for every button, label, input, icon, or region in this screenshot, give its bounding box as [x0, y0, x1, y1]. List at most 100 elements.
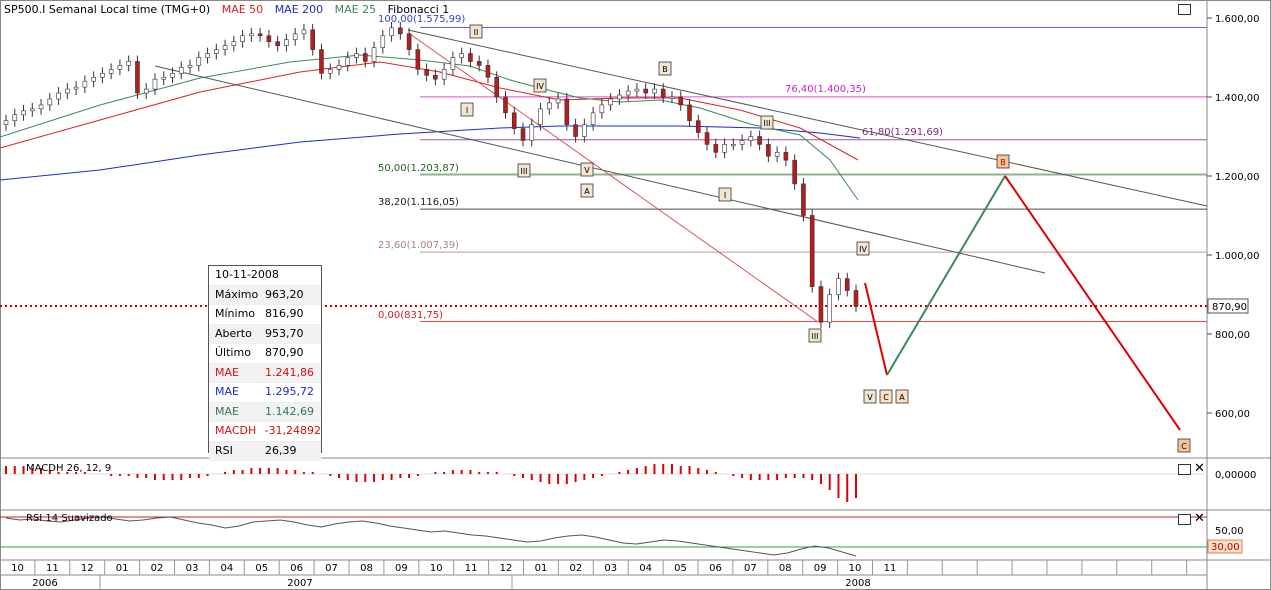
candle-body — [398, 27, 403, 35]
price-tick-label: 1.600,00 — [1215, 14, 1260, 25]
month-label: 06 — [709, 563, 722, 574]
candle-body — [441, 69, 447, 80]
wave-label-box — [863, 389, 877, 404]
candle-body — [511, 112, 517, 129]
price-tick-label: 800,00 — [1215, 330, 1250, 341]
wave-label: A — [584, 187, 590, 196]
rsi-maximize-icon[interactable] — [1178, 514, 1191, 525]
candle-body — [599, 104, 605, 114]
info-key: MACDH — [215, 424, 257, 437]
info-row: MAE 1.142,69 — [209, 402, 321, 422]
candle-body — [161, 76, 167, 80]
candle-body — [827, 294, 833, 323]
wave-label: I — [724, 191, 726, 200]
rsi-title: RSI 14 Suavizado — [26, 513, 113, 524]
wave-label-box — [856, 241, 870, 256]
month-label: 11 — [46, 563, 59, 574]
candle-body — [660, 88, 666, 98]
candle-body — [214, 49, 219, 54]
info-row: RSI 26,39 — [209, 441, 321, 461]
mae200-label[interactable]: MAE 200 — [274, 3, 324, 16]
month-label: 08 — [360, 563, 373, 574]
wave-label: A — [899, 393, 905, 402]
candle-body — [722, 144, 727, 153]
macd-title: MACDH 26, 12, 9 — [26, 463, 112, 474]
candle-body — [275, 41, 280, 46]
candle-body — [266, 35, 272, 43]
candle-body — [205, 53, 210, 58]
wave-label-box — [533, 78, 547, 93]
wave-label-box — [580, 162, 594, 177]
symbol-label[interactable]: SP500.I Semanal Local time (TMG+0) — [4, 3, 211, 16]
candle-body — [371, 47, 377, 62]
wave-label-box — [517, 163, 531, 178]
candle-body — [257, 33, 263, 37]
info-row: Máximo 963,20 — [209, 285, 321, 305]
fib-label[interactable]: Fibonacci 1 — [387, 3, 450, 16]
info-key: Máximo — [215, 287, 259, 301]
mae25-label[interactable]: MAE 25 — [334, 3, 377, 16]
candle-body — [669, 96, 675, 99]
wave-label-box — [808, 328, 822, 343]
month-label: 02 — [569, 563, 582, 574]
wave-label: III — [520, 167, 527, 176]
candle-body — [468, 53, 473, 62]
candle-body — [231, 41, 237, 46]
candle-body — [415, 49, 421, 70]
macd-close-icon[interactable]: ✕ — [1194, 461, 1205, 476]
wave-label: III — [811, 332, 818, 341]
candle-body — [836, 278, 841, 295]
info-box: 10-11-2008 Máximo 963,20 Mínimo 816,90 Abert… — [208, 265, 322, 461]
candle-body — [652, 88, 657, 94]
candle-body — [844, 278, 850, 291]
candle-body — [573, 124, 578, 137]
month-label: 10 — [11, 563, 24, 574]
candle-body — [687, 104, 692, 122]
candle-body — [196, 57, 202, 66]
candle-body — [126, 61, 131, 66]
candle-body — [222, 45, 228, 50]
candle-body — [82, 80, 88, 88]
mae50-label[interactable]: MAE 50 — [221, 3, 264, 16]
info-row: Aberto 953,70 — [209, 324, 321, 344]
info-row: MAE 1.241,86 — [209, 363, 321, 383]
maximize-icon[interactable] — [1178, 4, 1191, 15]
candle-body — [774, 152, 780, 157]
candle-body — [617, 94, 622, 100]
candle-body — [327, 69, 333, 74]
wave-label-box — [895, 389, 909, 404]
mae50-line — [0, 61, 859, 161]
candle-body — [301, 29, 307, 35]
month-label: 06 — [290, 563, 303, 574]
price-tick-label: 1.000,00 — [1215, 251, 1260, 262]
wave-label-box — [1177, 438, 1191, 453]
info-value: 1.142,69 — [265, 404, 314, 418]
candle-body — [389, 27, 394, 37]
month-label: 09 — [814, 563, 827, 574]
year-label: 2006 — [32, 578, 57, 589]
candle-body — [678, 96, 684, 106]
info-key: RSI — [215, 443, 233, 457]
macd-maximize-icon[interactable] — [1178, 464, 1191, 475]
candle-body — [170, 73, 175, 78]
wave-label: III — [763, 119, 770, 128]
candle-body — [65, 88, 70, 94]
month-label: 01 — [116, 563, 129, 574]
candle-body — [380, 35, 386, 48]
projection-leg-final — [1004, 175, 1181, 431]
fib-label: 38,20(1.116,05) — [378, 197, 459, 208]
info-date: 10-11-2008 — [209, 266, 321, 286]
rsi-close-icon[interactable]: ✕ — [1194, 511, 1205, 526]
candle-body — [292, 33, 298, 41]
candle-body — [538, 108, 543, 125]
candle-body — [757, 136, 762, 145]
month-label: 04 — [220, 563, 233, 574]
wave-label: B — [662, 65, 668, 74]
info-value: 26,39 — [265, 443, 297, 457]
wave-label-box — [469, 24, 483, 39]
candle-body — [406, 33, 412, 50]
month-label: 04 — [639, 563, 652, 574]
price-tick-label: 1.200,00 — [1215, 172, 1260, 183]
month-label: 07 — [744, 563, 757, 574]
